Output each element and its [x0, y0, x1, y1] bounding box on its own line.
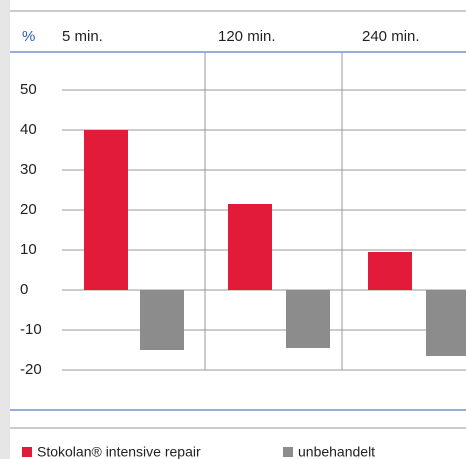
- bar: [140, 290, 184, 350]
- x-tick-label: 240 min.: [362, 28, 420, 45]
- bar: [228, 204, 272, 290]
- y-tick-label: 20: [20, 201, 37, 218]
- y-axis-label: %: [22, 28, 35, 45]
- legend-swatch: [22, 447, 32, 457]
- bar: [426, 290, 466, 356]
- y-tick-label: 50: [20, 81, 37, 98]
- legend-swatch: [283, 447, 293, 457]
- y-tick-label: 30: [20, 161, 37, 178]
- legend-label: unbehandelt: [298, 444, 375, 459]
- x-tick-label: 120 min.: [218, 28, 276, 45]
- x-tick-label: 5 min.: [62, 28, 103, 45]
- bar: [368, 252, 412, 290]
- side-strip: [0, 0, 10, 459]
- y-tick-label: 40: [20, 121, 37, 138]
- y-tick-label: 10: [20, 241, 37, 258]
- y-tick-label: -20: [20, 361, 42, 378]
- y-tick-label: 0: [20, 281, 28, 298]
- y-tick-label: -10: [20, 321, 42, 338]
- bar: [286, 290, 330, 348]
- bar: [84, 130, 128, 290]
- legend-label: Stokolan® intensive repair: [37, 444, 201, 459]
